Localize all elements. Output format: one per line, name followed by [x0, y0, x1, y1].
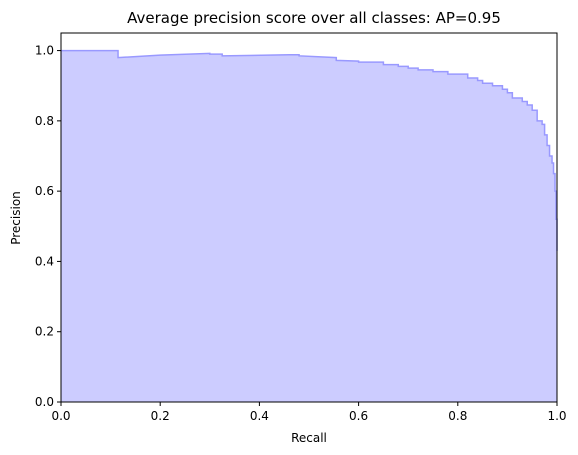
x-tick-label: 0.6	[349, 409, 368, 423]
y-tick-label: 0.6	[35, 184, 54, 198]
y-axis-label: Precision	[9, 191, 23, 245]
y-tick-label: 0.4	[35, 254, 54, 268]
y-tick-label: 0.2	[35, 325, 54, 339]
chart-title: Average precision score over all classes…	[127, 9, 501, 27]
x-tick-label: 0.2	[151, 409, 170, 423]
y-tick-label: 1.0	[35, 44, 54, 58]
x-axis-label: Recall	[291, 431, 327, 445]
x-tick-label: 0.0	[51, 409, 70, 423]
x-axis: 0.0 0.2 0.4 0.6 0.8 1.0	[51, 402, 567, 423]
x-tick-label: 0.8	[448, 409, 467, 423]
x-tick-label: 1.0	[547, 409, 566, 423]
x-tick-label: 0.4	[250, 409, 269, 423]
y-axis: 0.0 0.2 0.4 0.6 0.8 1.0	[35, 44, 61, 409]
precision-recall-fill-area	[61, 50, 557, 402]
y-tick-label: 0.0	[35, 395, 54, 409]
plot-frame	[60, 32, 558, 403]
y-tick-label: 0.8	[35, 114, 54, 128]
precision-recall-step-line	[61, 49, 558, 251]
